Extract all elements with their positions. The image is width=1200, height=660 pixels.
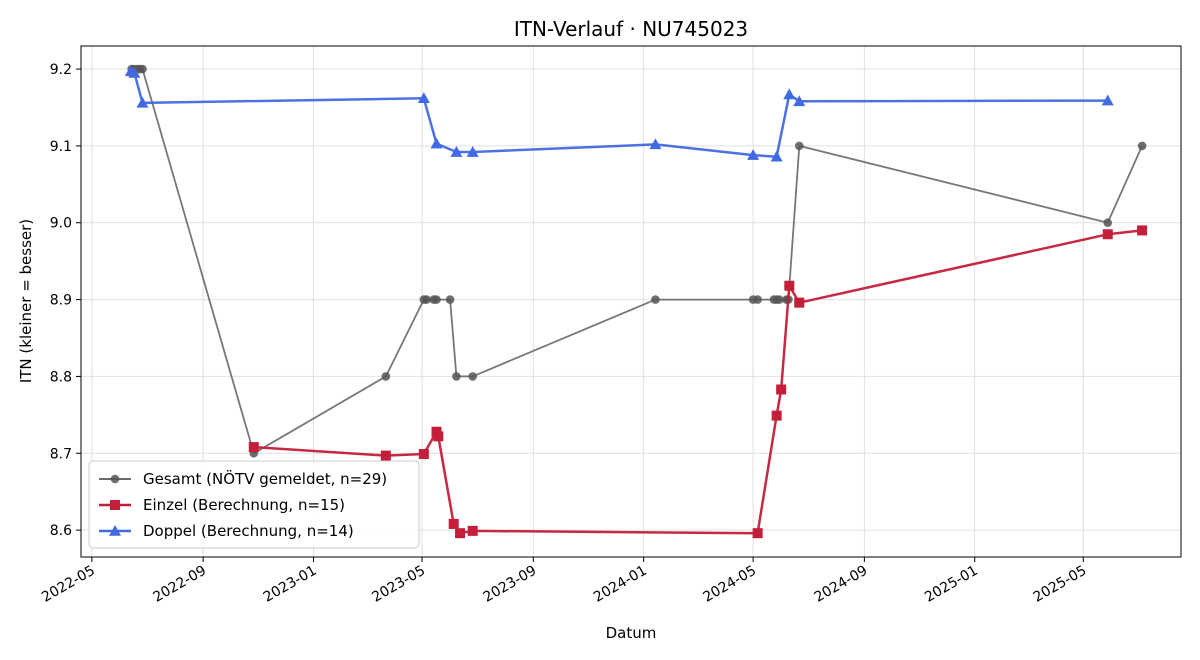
data-point-einzel [1137, 225, 1148, 236]
legend-swatch-marker [109, 525, 121, 536]
data-point-einzel [448, 518, 459, 529]
series-layer [124, 64, 1148, 539]
data-point-gesamt [381, 372, 391, 381]
data-point-einzel [380, 450, 391, 461]
data-point-gesamt [775, 295, 784, 304]
legend-entry-einzel: Einzel (Berechnung, n=15) [99, 496, 345, 514]
data-point-einzel [433, 431, 444, 442]
data-point-doppel [793, 95, 806, 107]
y-tick-label: 8.8 [50, 369, 72, 385]
data-point-einzel [1102, 229, 1113, 240]
legend-items: Gesamt (NÖTV gemeldet, n=29) Einzel (Bere… [99, 469, 387, 540]
legend-swatch-marker [110, 474, 120, 484]
legend-box [88, 460, 420, 549]
y-tick-label: 9.0 [50, 216, 72, 232]
data-point-gesamt [651, 295, 660, 304]
data-point-gesamt [432, 295, 441, 304]
data-point-gesamt [445, 295, 455, 304]
data-point-doppel [430, 137, 443, 149]
data-point-gesamt [1103, 218, 1113, 228]
data-point-gesamt [468, 372, 477, 381]
chart-title: ITN-Verlauf · NU745023 [514, 17, 748, 41]
data-point-einzel [248, 442, 259, 453]
data-point-einzel [794, 297, 805, 308]
data-point-einzel [455, 528, 466, 539]
x-axis-label: Datum [606, 624, 657, 642]
legend-label: Einzel (Berechnung, n=15) [143, 496, 345, 514]
data-point-gesamt [422, 295, 431, 304]
y-tick-label: 8.6 [50, 523, 72, 539]
y-tick-label: 8.7 [50, 446, 72, 462]
data-point-einzel [776, 384, 787, 395]
y-tick-label: 9.2 [50, 62, 72, 78]
data-point-einzel [784, 280, 795, 291]
data-point-gesamt [452, 372, 461, 381]
data-point-doppel [783, 88, 796, 100]
data-point-doppel [770, 150, 783, 162]
data-point-einzel [418, 449, 429, 460]
data-point-doppel [136, 96, 149, 108]
legend-swatch-marker [110, 500, 120, 510]
data-point-einzel [752, 528, 763, 539]
data-point-gesamt [1137, 141, 1147, 151]
legend-entry-gesamt: Gesamt (NÖTV gemeldet, n=29) [99, 469, 387, 488]
series-doppel [124, 65, 1114, 162]
data-point-doppel [747, 149, 760, 160]
data-point-einzel [467, 525, 478, 536]
legend: Gesamt (NÖTV gemeldet, n=29) Einzel (Bere… [88, 460, 420, 549]
y-axis-label: ITN (kleiner = besser) [17, 219, 35, 383]
data-point-doppel [649, 138, 662, 150]
data-point-doppel [128, 66, 141, 78]
data-point-einzel [771, 410, 782, 421]
data-point-doppel [450, 146, 463, 157]
series-einzel [248, 225, 1148, 539]
y-tick-label: 9.1 [50, 139, 72, 155]
legend-entry-doppel: Doppel (Berechnung, n=14) [99, 522, 354, 540]
legend-label: Doppel (Berechnung, n=14) [143, 522, 354, 540]
legend-label: Gesamt (NÖTV gemeldet, n=29) [143, 469, 387, 488]
data-point-doppel [1101, 94, 1114, 106]
data-point-doppel [417, 92, 430, 104]
plot-area-frame [80, 45, 1182, 558]
data-point-gesamt [753, 295, 762, 304]
data-point-gesamt [794, 141, 804, 151]
series-gesamt [127, 64, 1147, 458]
y-tick-label: 8.9 [50, 293, 72, 309]
data-point-doppel [466, 146, 479, 157]
data-point-gesamt [138, 64, 147, 74]
